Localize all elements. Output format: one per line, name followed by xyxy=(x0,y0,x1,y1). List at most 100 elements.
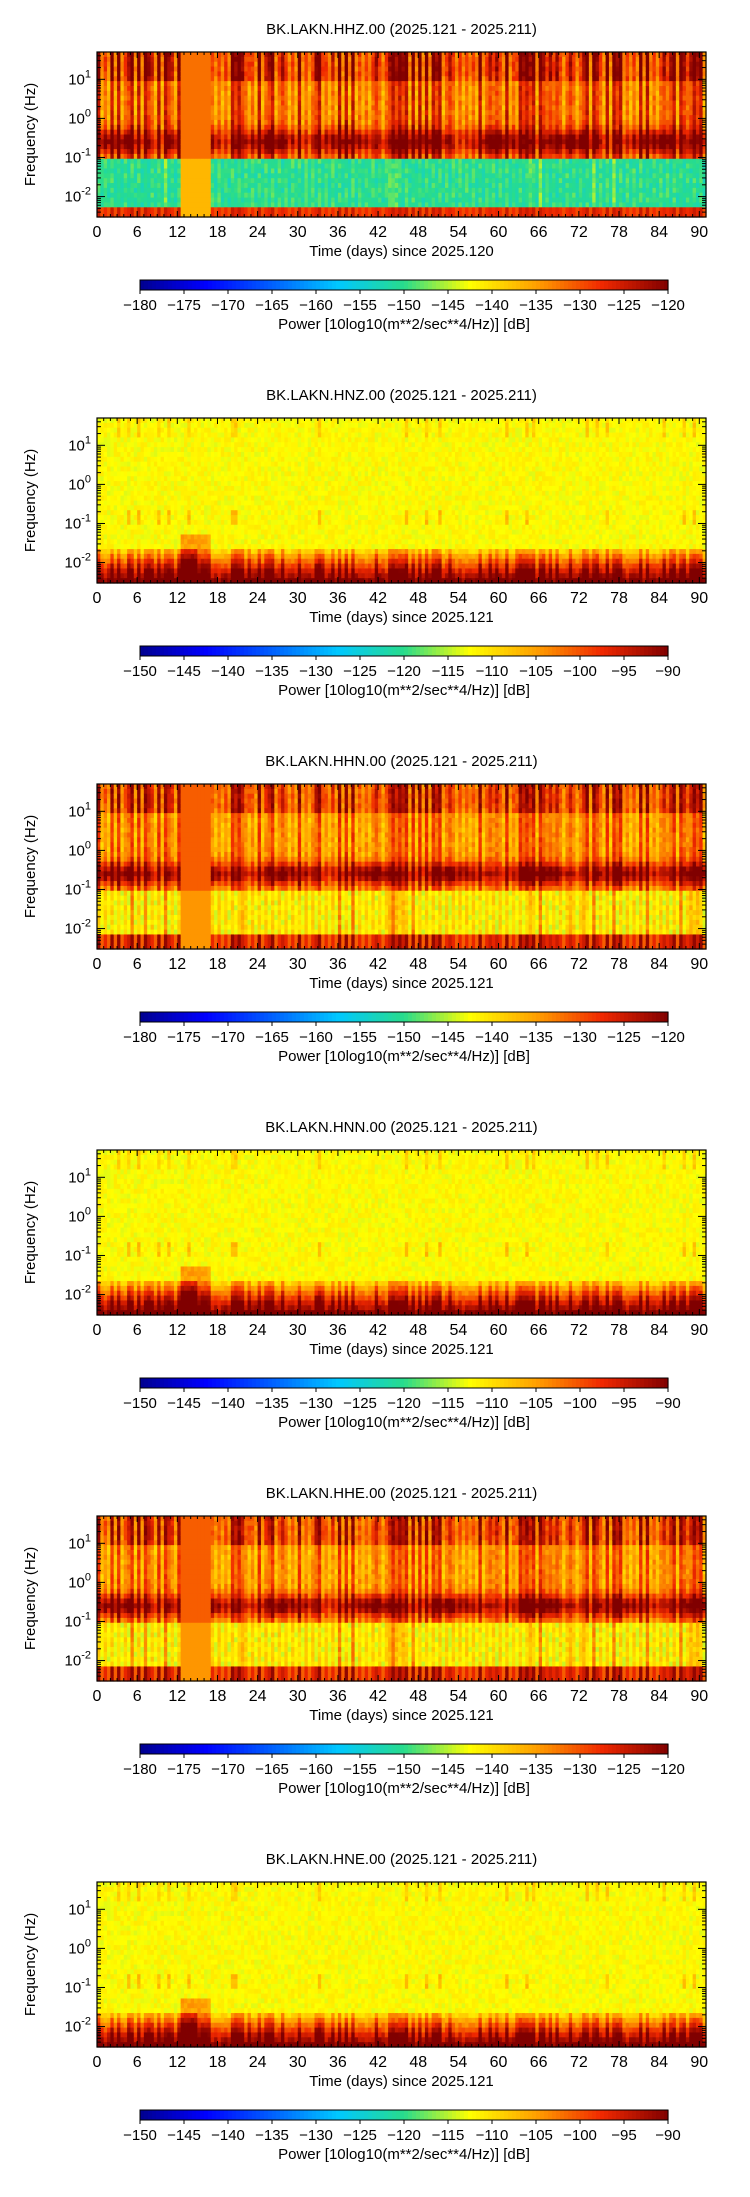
colorbar-tick-label: −125 xyxy=(343,2127,377,2144)
colorbar-tick-label: −175 xyxy=(167,297,201,314)
colorbar-tick-label: −90 xyxy=(655,2127,680,2144)
colorbar-tick-label: −120 xyxy=(387,663,421,680)
x-tick-label: 36 xyxy=(329,1322,347,1339)
colorbar-tick-label: −95 xyxy=(611,1395,636,1412)
y-tick-label: 101 xyxy=(68,1898,91,1918)
y-tick-label: 100 xyxy=(68,473,91,493)
x-tick-label: 36 xyxy=(329,956,347,973)
spectrogram-heatmap xyxy=(97,52,707,218)
x-tick-label: 30 xyxy=(289,1322,307,1339)
colorbar-tick-label: −135 xyxy=(255,1395,289,1412)
colorbar-tick-label: −95 xyxy=(611,663,636,680)
colorbar-label: Power [10log10(m**2/sec**4/Hz)] [dB] xyxy=(278,316,530,333)
x-tick-label: 54 xyxy=(449,590,467,607)
x-tick-label: 6 xyxy=(133,590,142,607)
x-tick-label: 90 xyxy=(690,224,708,241)
x-tick-label: 18 xyxy=(209,1688,227,1705)
x-tick-label: 84 xyxy=(650,1688,668,1705)
x-tick-label: 66 xyxy=(530,590,548,607)
colorbar-tick-label: −180 xyxy=(123,297,157,314)
panel-title: BK.LAKN.HHZ.00 (2025.121 - 2025.211) xyxy=(266,21,537,38)
x-tick-label: 60 xyxy=(490,956,508,973)
y-tick-label: 101 xyxy=(68,800,91,820)
x-tick-label: 12 xyxy=(168,956,186,973)
x-tick-label: 18 xyxy=(209,956,227,973)
colorbar-tick-label: −165 xyxy=(255,1029,289,1046)
colorbar-tick-label: −165 xyxy=(255,1761,289,1778)
colorbar-tick-label: −110 xyxy=(476,663,509,680)
y-tick-label: 10-1 xyxy=(65,512,91,532)
x-tick-label: 66 xyxy=(530,1322,548,1339)
x-tick-label: 54 xyxy=(449,1688,467,1705)
colorbar-tick-label: −125 xyxy=(607,297,641,314)
x-tick-label: 36 xyxy=(329,224,347,241)
colorbar-tick-label: −165 xyxy=(255,297,289,314)
colorbar-tick-label: −140 xyxy=(475,1761,509,1778)
y-tick-label: 10-1 xyxy=(65,1610,91,1630)
x-tick-label: 72 xyxy=(570,1322,588,1339)
x-tick-label: 78 xyxy=(610,2054,628,2071)
colorbar-tick-label: −120 xyxy=(651,1029,685,1046)
y-tick-label: 100 xyxy=(68,107,91,127)
colorbar-label: Power [10log10(m**2/sec**4/Hz)] [dB] xyxy=(278,1780,530,1797)
colorbar-tick-label: −100 xyxy=(563,1395,597,1412)
x-tick-label: 48 xyxy=(409,1688,427,1705)
x-tick-label: 42 xyxy=(369,1322,387,1339)
y-axis-label: Frequency (Hz) xyxy=(22,449,39,552)
colorbar-tick-label: −150 xyxy=(387,297,421,314)
x-tick-label: 78 xyxy=(610,224,628,241)
x-tick-label: 42 xyxy=(369,1688,387,1705)
x-tick-label: 54 xyxy=(449,2054,467,2071)
panel-title: BK.LAKN.HNZ.00 (2025.121 - 2025.211) xyxy=(266,387,537,404)
colorbar-tick-label: −130 xyxy=(563,1761,597,1778)
spectrogram-panel-6: BK.LAKN.HNE.00 (2025.121 - 2025.211)0 6 12… xyxy=(22,1851,708,2163)
colorbar-tick-label: −145 xyxy=(431,1029,465,1046)
x-tick-label: 72 xyxy=(570,224,588,241)
colorbar-tick-label: −130 xyxy=(299,2127,333,2144)
y-tick-label: 10-2 xyxy=(65,1650,91,1670)
colorbar-tick-label: −150 xyxy=(123,2127,157,2144)
colorbar-tick-label: −155 xyxy=(343,1761,377,1778)
colorbar-tick-label: −110 xyxy=(476,2127,509,2144)
x-tick-label: 48 xyxy=(409,2054,427,2071)
colorbar-tick-label: −100 xyxy=(563,2127,597,2144)
y-tick-label: 10-2 xyxy=(65,552,91,572)
colorbar-tick-label: −145 xyxy=(431,297,465,314)
colorbar-tick-label: −180 xyxy=(123,1761,157,1778)
x-tick-label: 66 xyxy=(530,956,548,973)
colorbar-tick-label: −125 xyxy=(343,1395,377,1412)
colorbar-tick-label: −105 xyxy=(519,2127,553,2144)
x-tick-label: 48 xyxy=(409,1322,427,1339)
y-tick-label: 101 xyxy=(68,68,91,88)
x-tick-label: 18 xyxy=(209,2054,227,2071)
colorbar-tick-label: −125 xyxy=(607,1761,641,1778)
x-tick-label: 42 xyxy=(369,956,387,973)
x-tick-label: 0 xyxy=(93,224,102,241)
y-axis-label: Frequency (Hz) xyxy=(22,1547,39,1650)
x-tick-label: 36 xyxy=(329,1688,347,1705)
x-tick-label: 24 xyxy=(249,1322,267,1339)
x-tick-label: 12 xyxy=(168,590,186,607)
y-tick-label: 10-2 xyxy=(65,918,91,938)
panel-title: BK.LAKN.HNE.00 (2025.121 - 2025.211) xyxy=(266,1851,538,1868)
colorbar-tick-label: −115 xyxy=(432,1395,465,1412)
x-tick-label: 54 xyxy=(449,224,467,241)
colorbar-label: Power [10log10(m**2/sec**4/Hz)] [dB] xyxy=(278,1414,530,1431)
x-tick-label: 24 xyxy=(249,2054,267,2071)
y-tick-label: 100 xyxy=(68,839,91,859)
x-tick-label: 0 xyxy=(93,2054,102,2071)
x-tick-label: 90 xyxy=(690,590,708,607)
x-tick-label: 60 xyxy=(490,2054,508,2071)
colorbar-tick-label: −125 xyxy=(607,1029,641,1046)
x-tick-label: 66 xyxy=(530,2054,548,2071)
x-tick-label: 42 xyxy=(369,224,387,241)
x-tick-label: 66 xyxy=(530,1688,548,1705)
colorbar-tick-label: −135 xyxy=(255,2127,289,2144)
x-tick-label: 60 xyxy=(490,224,508,241)
spectrogram-heatmap xyxy=(97,1882,707,2048)
y-tick-label: 10-2 xyxy=(65,1284,91,1304)
x-tick-label: 84 xyxy=(650,2054,668,2071)
x-tick-label: 24 xyxy=(249,224,267,241)
x-tick-label: 0 xyxy=(93,1688,102,1705)
colorbar: −180 −175 −170 −165 −160 −155 −150 −145 −140 −135… xyxy=(123,1744,685,1778)
